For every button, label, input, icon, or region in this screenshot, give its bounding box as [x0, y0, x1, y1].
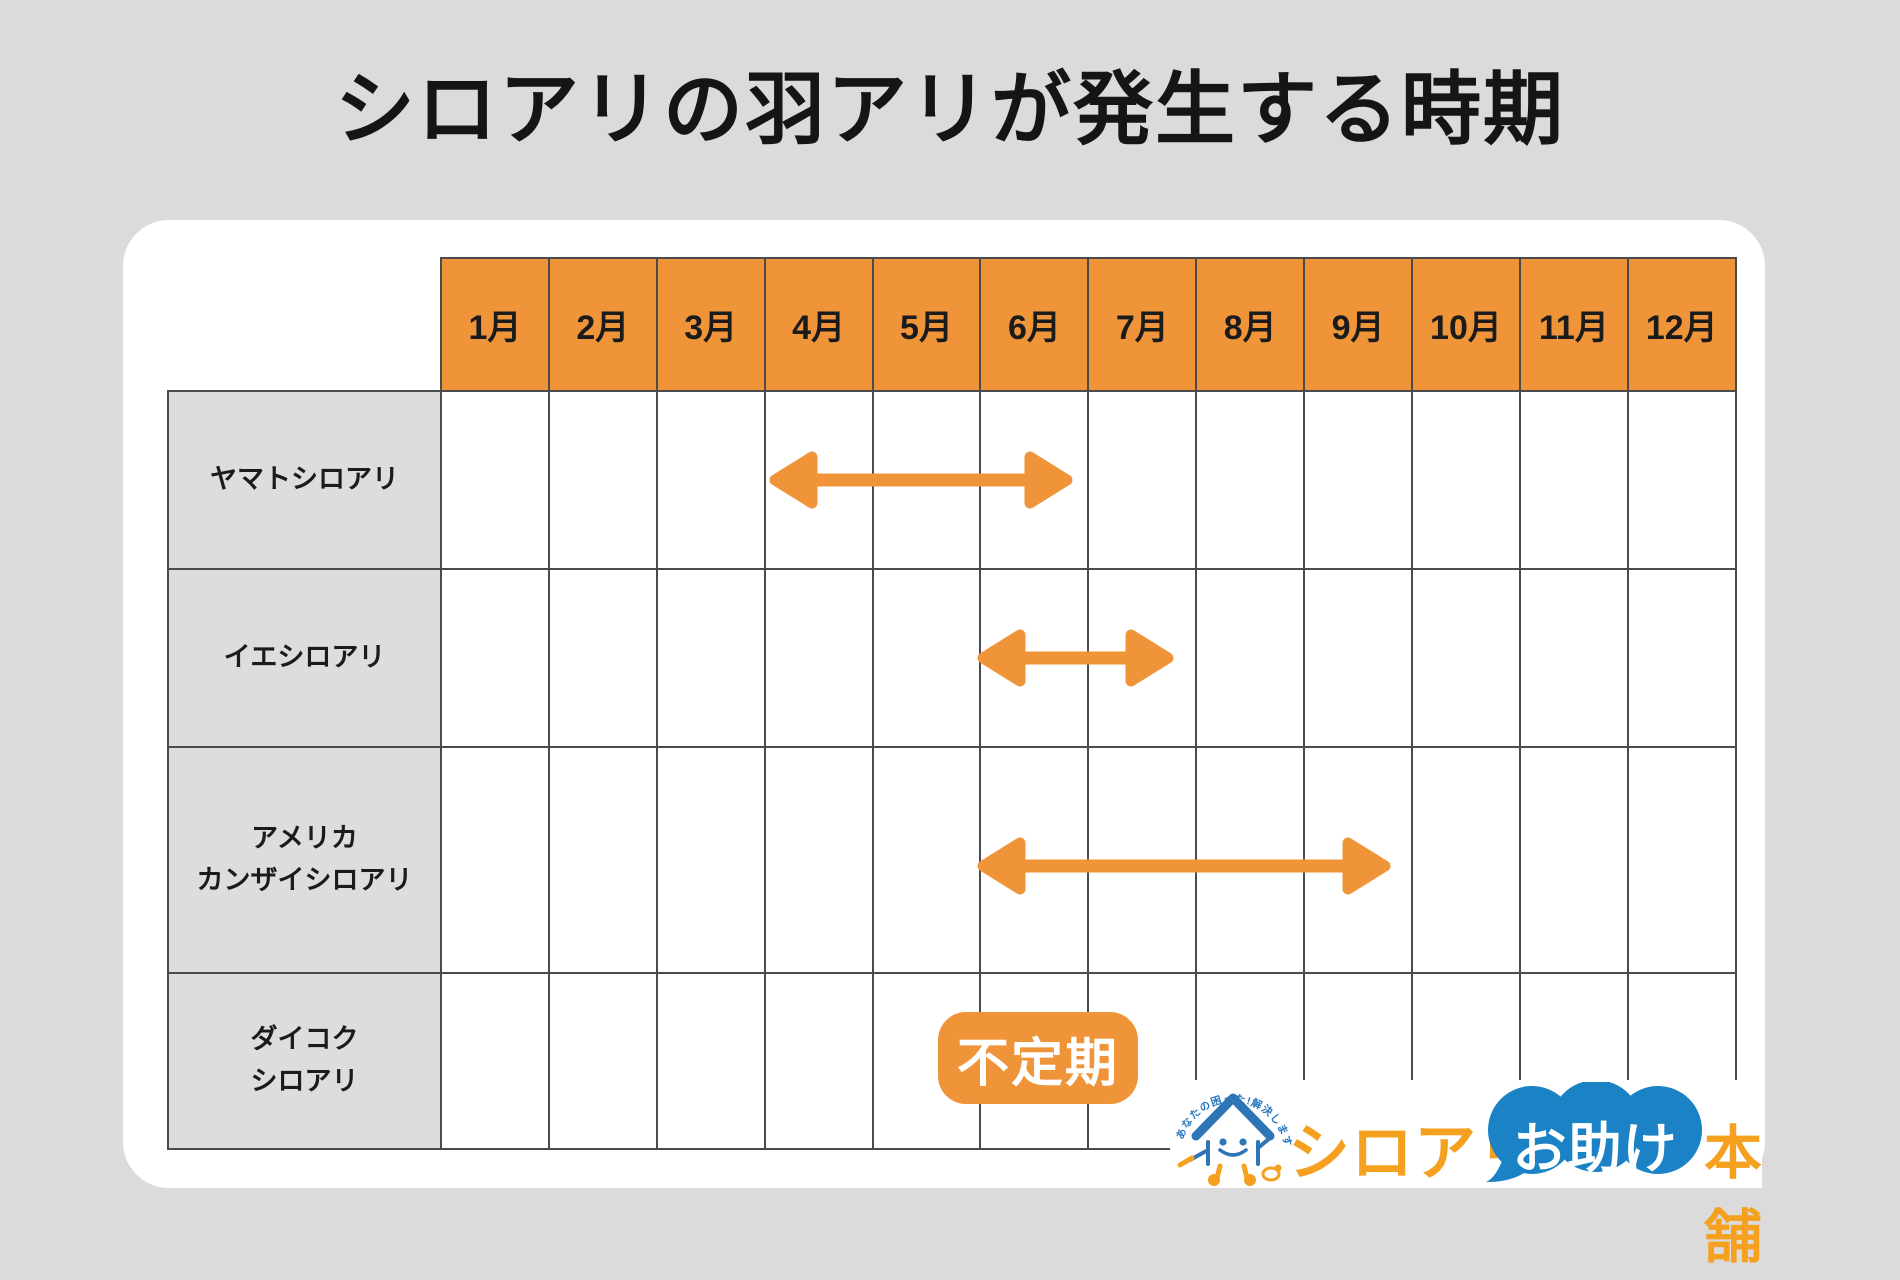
table-row: ヤマトシロアリ: [167, 390, 1737, 570]
row-label-ie-shiroari: イエシロアリ: [167, 568, 442, 748]
month-header-row: 1月 2月 3月 4月 5月 6月 7月 8月 9月 10月 11月 12月: [168, 257, 1737, 392]
page-title: シロアリの羽アリが発生する時期: [335, 65, 1565, 154]
corner-spacer-cell: [168, 258, 441, 391]
row-label-america-kanzai-shiroari: アメリカ カンザイシロアリ: [167, 746, 442, 974]
row-label-line: カンザイシロアリ: [196, 865, 413, 895]
month-header-aug: 8月: [1195, 257, 1306, 392]
month-header-may: 5月: [871, 257, 982, 392]
table-row: イエシロアリ: [167, 568, 1737, 748]
month-header-jan: 1月: [440, 257, 550, 392]
row-label-yamato-shiroari: ヤマトシロアリ: [167, 390, 442, 570]
month-header-apr: 4月: [763, 257, 874, 392]
row-label-line: シロアリ: [250, 1066, 359, 1096]
logo-text-honpo: 本舗: [1704, 1121, 1764, 1270]
irregular-period-badge: 不定期: [938, 1012, 1138, 1104]
shiroari-otasuke-honpo-logo: あなたの困った!解決します シロアリ お助け 本舗: [1170, 1080, 1762, 1270]
month-header-jul: 7月: [1087, 257, 1198, 392]
month-header-oct: 10月: [1411, 257, 1521, 392]
month-header-jun: 6月: [979, 257, 1090, 392]
table-row: アメリカ カンザイシロアリ: [167, 746, 1737, 974]
row-label-daikoku-shiroari: ダイコク シロアリ: [167, 972, 442, 1150]
row-label-line: ダイコク: [250, 1024, 359, 1055]
row-label-line: アメリカ: [251, 823, 358, 854]
logo-text-otasuke: お助け: [1512, 1119, 1678, 1179]
month-header-nov: 11月: [1518, 257, 1629, 392]
month-header-mar: 3月: [655, 257, 766, 392]
month-header-feb: 2月: [547, 257, 658, 392]
speech-bubble-icon: [1486, 1082, 1702, 1182]
house-mascot-icon: あなたの困った!解決します: [1174, 1093, 1292, 1186]
month-header-sep: 9月: [1303, 257, 1414, 392]
month-header-dec: 12月: [1626, 257, 1737, 392]
